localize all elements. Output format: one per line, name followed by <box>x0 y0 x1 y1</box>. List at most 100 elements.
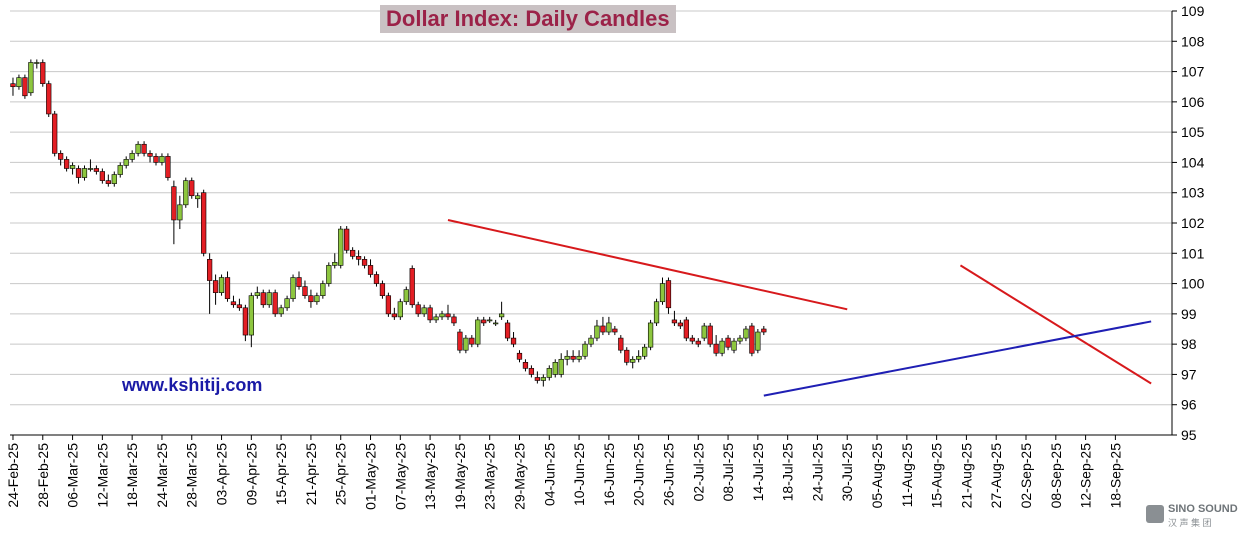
candle-body <box>755 331 761 351</box>
x-tick-label: 18-Jul-25 <box>780 443 796 502</box>
x-tick-label: 06-Mar-25 <box>65 443 81 508</box>
brand-logo-text: SINO SOUND <box>1168 503 1238 515</box>
y-tick-label: 102 <box>1181 215 1205 231</box>
support-trendline <box>763 320 1152 397</box>
candle-body <box>135 143 141 154</box>
x-tick-label: 05-Aug-25 <box>869 443 885 509</box>
candle-body <box>105 180 111 184</box>
candle-body <box>725 337 731 348</box>
candle-body <box>481 319 487 324</box>
candle-body <box>183 180 189 206</box>
candle-body <box>367 265 374 275</box>
candle-body <box>391 313 397 318</box>
candle-body <box>141 143 147 154</box>
candle-body <box>504 322 511 339</box>
x-tick-label: 28-Mar-25 <box>184 443 200 508</box>
candle-body <box>433 316 439 321</box>
candle-body <box>189 180 195 197</box>
candle-body <box>278 307 284 315</box>
candle-body <box>81 168 88 178</box>
candle-body <box>195 195 201 200</box>
y-tick-label: 106 <box>1181 94 1205 110</box>
candle-body <box>415 304 421 315</box>
candle-body <box>373 274 380 284</box>
candle-body <box>445 313 451 318</box>
x-tick-label: 01-May-25 <box>363 443 379 510</box>
candle-body <box>665 280 672 309</box>
candle-body <box>713 343 719 354</box>
candle-body <box>230 301 237 306</box>
candle-body <box>582 343 588 357</box>
candle-body <box>284 298 290 309</box>
candle-body <box>296 277 302 287</box>
brand-logo: SINO SOUND 汉 声 集 团 <box>1146 503 1238 529</box>
candle-body <box>659 283 666 303</box>
candle-body <box>260 292 266 306</box>
candle-body <box>749 325 755 354</box>
candle-body <box>177 204 183 221</box>
candle-body <box>69 165 76 169</box>
candle-body <box>350 249 356 257</box>
x-tick-label: 26-Jun-25 <box>660 443 676 506</box>
candle-body <box>719 340 725 354</box>
candle-body <box>576 355 582 360</box>
y-tick-label: 98 <box>1181 336 1197 352</box>
brand-logo-subtext: 汉 声 集 团 <box>1168 518 1212 528</box>
x-tick-label: 12-Mar-25 <box>94 443 110 508</box>
candle-body <box>707 325 713 345</box>
candle-body <box>379 283 386 296</box>
x-tick-label: 07-May-25 <box>392 443 408 510</box>
candle-body <box>272 292 278 315</box>
candle-body <box>338 228 344 266</box>
candle-body <box>201 192 207 254</box>
y-tick-label: 96 <box>1181 397 1197 413</box>
y-tick-label: 105 <box>1181 124 1205 140</box>
x-tick-label: 10-Jun-25 <box>571 443 587 506</box>
candle-body <box>266 292 272 306</box>
candle-body <box>385 295 392 315</box>
x-tick-label: 11-Aug-25 <box>899 443 915 508</box>
candle-body <box>165 156 171 178</box>
candle-body <box>93 168 100 172</box>
y-tick-label: 103 <box>1181 185 1205 201</box>
x-tick-label: 23-May-25 <box>482 443 498 510</box>
candle-body <box>63 159 70 169</box>
y-tick-label: 107 <box>1181 64 1205 80</box>
x-tick-label: 04-Jun-25 <box>541 443 557 506</box>
candle-body <box>439 313 445 318</box>
y-tick-label: 104 <box>1181 154 1205 170</box>
candle-body <box>498 313 505 318</box>
candle-body <box>636 355 642 360</box>
x-tick-label: 08-Sep-25 <box>1048 443 1064 509</box>
resistance-trendline <box>447 218 848 311</box>
candle-body <box>534 377 540 381</box>
candle-body <box>421 307 427 315</box>
y-tick-label: 99 <box>1181 306 1197 322</box>
x-tick-label: 20-Jun-25 <box>631 443 647 506</box>
candle-body <box>314 295 320 303</box>
y-tick-label: 101 <box>1181 245 1205 261</box>
x-tick-label: 28-Feb-25 <box>35 443 51 508</box>
chart-title: Dollar Index: Daily Candles <box>380 5 676 33</box>
x-tick-label: 21-Apr-25 <box>303 443 319 505</box>
x-tick-label: 08-Jul-25 <box>720 443 736 502</box>
candle-body <box>451 316 457 324</box>
candle-body <box>463 337 469 351</box>
y-tick-label: 95 <box>1181 427 1197 443</box>
candle-body <box>606 322 612 333</box>
candle-body <box>320 283 326 296</box>
candle-body <box>212 280 219 293</box>
x-tick-label: 25-Apr-25 <box>333 443 349 505</box>
candle-body <box>469 337 475 345</box>
candle-body <box>302 286 308 296</box>
candle-body <box>361 259 368 266</box>
y-tick-label: 108 <box>1181 33 1205 49</box>
candle-body <box>731 340 737 351</box>
candle-body <box>332 262 338 266</box>
candle-body <box>594 325 600 339</box>
x-tick-label: 02-Sep-25 <box>1018 443 1034 509</box>
candle-body <box>22 77 28 97</box>
candle-body <box>159 156 165 163</box>
